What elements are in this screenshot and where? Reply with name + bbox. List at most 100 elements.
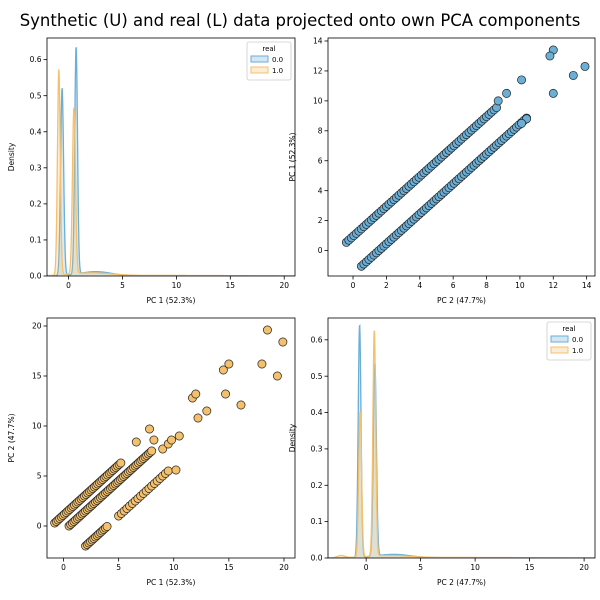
scatter-point — [257, 359, 267, 369]
kde-area-1.0 — [328, 330, 595, 558]
legend: real 0.0 1.0 — [246, 41, 292, 81]
kde-line-1.0 — [328, 330, 595, 558]
legend-swatch-0.0 — [550, 335, 569, 343]
y-tick-label: 8 — [318, 126, 323, 135]
legend-swatch-1.0 — [250, 66, 269, 74]
kde-line-0.0 — [47, 47, 295, 276]
y-tick-label: 2 — [318, 216, 323, 225]
legend-swatch-1.0 — [550, 346, 569, 354]
kde-area-1.0 — [47, 69, 295, 276]
scatter-point — [102, 522, 112, 531]
scatter-point — [568, 70, 578, 80]
legend-title: real — [262, 45, 275, 53]
y-tick-label: 20 — [32, 322, 42, 331]
scatter-point — [236, 400, 246, 410]
scatter-point — [191, 389, 201, 399]
y-tick-label: 0.0 — [30, 272, 42, 281]
y-tick-label: 4 — [318, 186, 323, 195]
y-tick-label: 0.1 — [311, 517, 323, 526]
scatter-point — [493, 96, 503, 106]
x-tick-label: 10 — [515, 281, 525, 290]
legend-label-1.0: 1.0 — [572, 347, 583, 355]
y-tick-label: 0.5 — [30, 91, 42, 100]
legend-box — [546, 321, 592, 361]
scatter-point — [218, 365, 228, 375]
kde-line-0.0 — [328, 324, 595, 558]
scatter-point — [278, 337, 288, 347]
legend-label-0.0: 0.0 — [572, 336, 583, 344]
scatter-point — [163, 466, 173, 476]
x-tick-label: 12 — [549, 281, 559, 290]
x-tick-label: 4 — [417, 281, 422, 290]
scatter-point — [167, 435, 176, 445]
axes-frame — [327, 317, 596, 559]
x-tick-label: 5 — [120, 281, 125, 290]
axes-frame — [327, 37, 596, 277]
y-tick-label: 0.0 — [311, 554, 323, 563]
y-tick-label: 0.2 — [311, 481, 323, 490]
legend-box — [246, 41, 292, 81]
x-tick-label: 0 — [66, 281, 71, 290]
scatter-point — [224, 359, 234, 369]
y-tick-label: 10 — [313, 96, 323, 105]
scatter-point — [580, 61, 590, 71]
x-tick-label: 2 — [384, 281, 389, 290]
scatter-point — [147, 446, 157, 456]
kde-area-0.0 — [328, 325, 595, 558]
y-axis-label: PC 1 (52.3%) — [288, 132, 297, 181]
x-tick-label: 10 — [470, 563, 480, 572]
y-tick-label: 0.4 — [30, 127, 42, 136]
y-tick-label: 0.3 — [30, 163, 42, 172]
scatter-point — [131, 437, 141, 447]
legend-title: real — [562, 325, 575, 333]
figure-title: Synthetic (U) and real (L) data projecte… — [20, 11, 581, 30]
x-tick-label: 10 — [169, 563, 179, 572]
x-tick-label: 8 — [484, 281, 489, 290]
plot-area — [50, 325, 288, 551]
x-tick-label: 20 — [579, 563, 589, 572]
y-axis-label: PC 2 (47.7%) — [7, 413, 16, 462]
scatter-point — [145, 424, 154, 434]
x-axis-label: PC 1 (52.3%) — [147, 296, 196, 305]
scatter-point — [221, 389, 231, 399]
y-tick-label: 0.1 — [30, 236, 42, 245]
legend-label-0.0: 0.0 — [272, 56, 283, 64]
legend: real 0.0 1.0 — [546, 321, 592, 361]
y-tick-label: 15 — [32, 372, 42, 381]
x-tick-label: 10 — [172, 281, 182, 290]
scatter-point — [116, 458, 126, 468]
kde-area-0.0 — [47, 47, 295, 276]
y-tick-label: 6 — [318, 156, 323, 165]
scatter-point — [202, 406, 212, 416]
x-tick-label: 0 — [351, 281, 356, 290]
y-axis-label: Density — [7, 142, 16, 171]
scatter-point — [545, 51, 555, 61]
axes-frame — [46, 37, 296, 277]
x-tick-label: 15 — [226, 281, 236, 290]
y-tick-label: 0.5 — [311, 372, 323, 381]
scatter-panel-ax3: 0 5 10 15 20 0 5 10 15 20 PC 1 (52.3%) PC 2 (47.7%) — [7, 317, 296, 587]
scatter-point — [517, 75, 527, 85]
legend-swatch-0.0 — [250, 55, 269, 63]
y-tick-label: 5 — [37, 472, 42, 481]
scatter-point — [502, 88, 512, 98]
kde-panel-ax1: 0 5 10 15 20 0.0 0.1 0.2 0.3 0.4 0.5 0.6 PC 1 (52.3%… — [7, 37, 296, 305]
scatter-point — [193, 413, 203, 423]
legend-label-1.0: 1.0 — [272, 67, 283, 75]
y-tick-label: 0 — [318, 246, 323, 255]
x-tick-label: 15 — [224, 563, 234, 572]
y-tick-label: 10 — [32, 422, 42, 431]
y-tick-label: 0.4 — [311, 408, 323, 417]
x-tick-label: 20 — [279, 281, 289, 290]
scatter-point — [158, 444, 168, 454]
scatter-point — [272, 371, 282, 381]
y-tick-label: 0.2 — [30, 199, 42, 208]
plot-area — [47, 47, 295, 276]
x-tick-label: 6 — [451, 281, 456, 290]
x-axis-label: PC 1 (52.3%) — [147, 578, 196, 587]
x-axis-label: PC 2 (47.7%) — [437, 578, 486, 587]
x-tick-label: 5 — [418, 563, 423, 572]
x-tick-label: 15 — [525, 563, 535, 572]
x-tick-label: 0 — [364, 563, 369, 572]
y-tick-label: 0.6 — [311, 335, 323, 344]
